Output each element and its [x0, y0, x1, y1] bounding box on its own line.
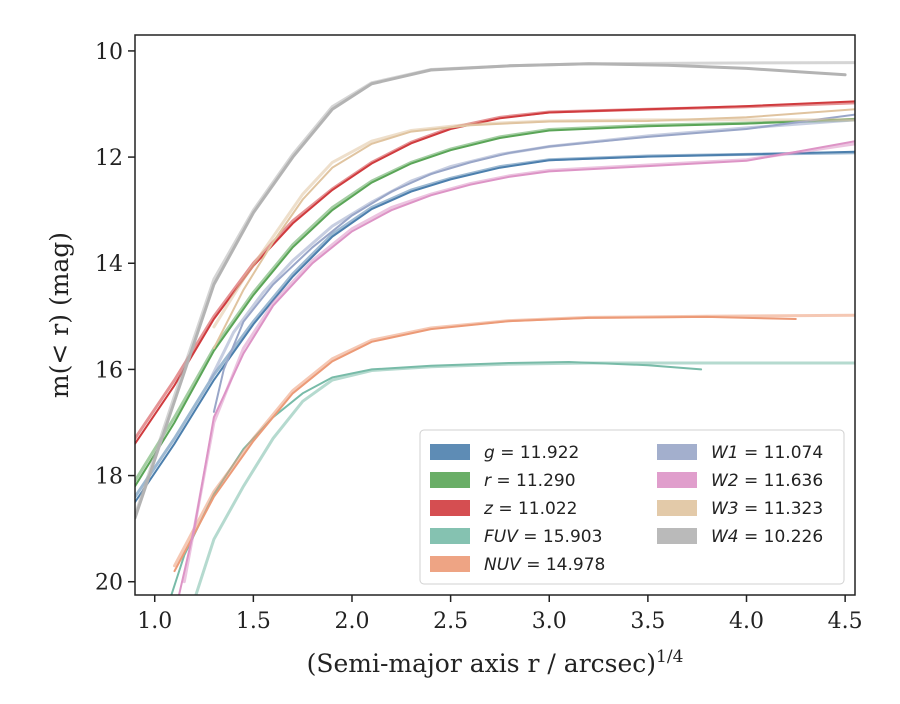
legend-label-r: r = 11.290 [484, 471, 576, 491]
y-tick-label: 12 [95, 146, 123, 171]
legend-items: g = 11.922 r = 11.290 z = 11.022 FUV = 15.9… [430, 443, 823, 575]
legend-swatch-z [430, 500, 470, 516]
series-w4-data-curve [135, 62, 847, 520]
legend-swatch-w1 [657, 444, 697, 460]
legend-label-z: z = 11.022 [483, 499, 577, 519]
x-tick-label: 3.5 [630, 609, 665, 634]
legend-swatch-r [430, 472, 470, 488]
series-w1-data-curve [212, 113, 855, 413]
series-r-model-curve [135, 118, 855, 483]
x-tick-label: 4.0 [729, 609, 764, 634]
x-axis-label-exponent: 1/4 [656, 647, 683, 667]
y-axis-label: m(< r) (mag) [45, 232, 74, 398]
legend-label-w3: W3 = 11.323 [711, 499, 823, 519]
series-g-data-curve [135, 150, 855, 504]
x-tick-label: 2.0 [334, 609, 369, 634]
x-tick-label: 3.0 [532, 609, 567, 634]
legend-swatch-nuv [430, 556, 470, 572]
x-axis-label: (Semi-major axis r / arcsec)1/4 [307, 647, 684, 678]
legend: g = 11.922 r = 11.290 z = 11.022 FUV = 15.9… [419, 429, 845, 585]
legend-label-w4: W4 = 10.226 [711, 527, 823, 547]
legend-swatch-fuv [430, 528, 470, 544]
x-tick-label: 1.5 [236, 609, 271, 634]
legend-label-g: g = 11.922 [484, 443, 579, 463]
y-tick-label: 20 [95, 571, 123, 596]
series-w2-data-curve [177, 140, 855, 595]
x-tick-label: 1.0 [137, 609, 172, 634]
plot-frame [134, 34, 856, 596]
series-z-data-curve [135, 100, 855, 445]
legend-swatch-w4 [657, 528, 697, 544]
legend-swatch-w3 [657, 500, 697, 516]
legend-label-fuv: FUV = 15.903 [484, 527, 602, 547]
y-ticks: 10 12 14 16 18 20 [95, 40, 135, 596]
x-tick-label: 2.5 [433, 609, 468, 634]
legend-swatch-g [430, 444, 470, 460]
series-w3-data-curve [212, 108, 855, 350]
series-w2-model-curve [182, 142, 855, 584]
series-r-data-curve [135, 117, 855, 488]
x-tick-label: 4.5 [828, 609, 863, 634]
legend-swatch-w2 [657, 472, 697, 488]
legend-label-nuv: NUV = 14.978 [484, 555, 605, 575]
legend-label-w1: W1 = 11.074 [711, 443, 823, 463]
series-layer [135, 61, 855, 595]
legend-label-w2: W2 = 11.636 [711, 471, 823, 491]
x-ticks: 1.0 1.5 2.0 2.5 3.0 3.5 4.0 4.5 [137, 595, 863, 634]
y-tick-label: 16 [95, 358, 123, 383]
y-tick-label: 18 [95, 465, 123, 490]
x-axis-label-text: (Semi-major axis r / arcsec) [307, 649, 656, 678]
series-nuv-data-curve [173, 315, 797, 573]
legend-box [419, 429, 845, 585]
y-tick-label: 14 [95, 252, 123, 277]
y-tick-label: 10 [95, 40, 123, 65]
